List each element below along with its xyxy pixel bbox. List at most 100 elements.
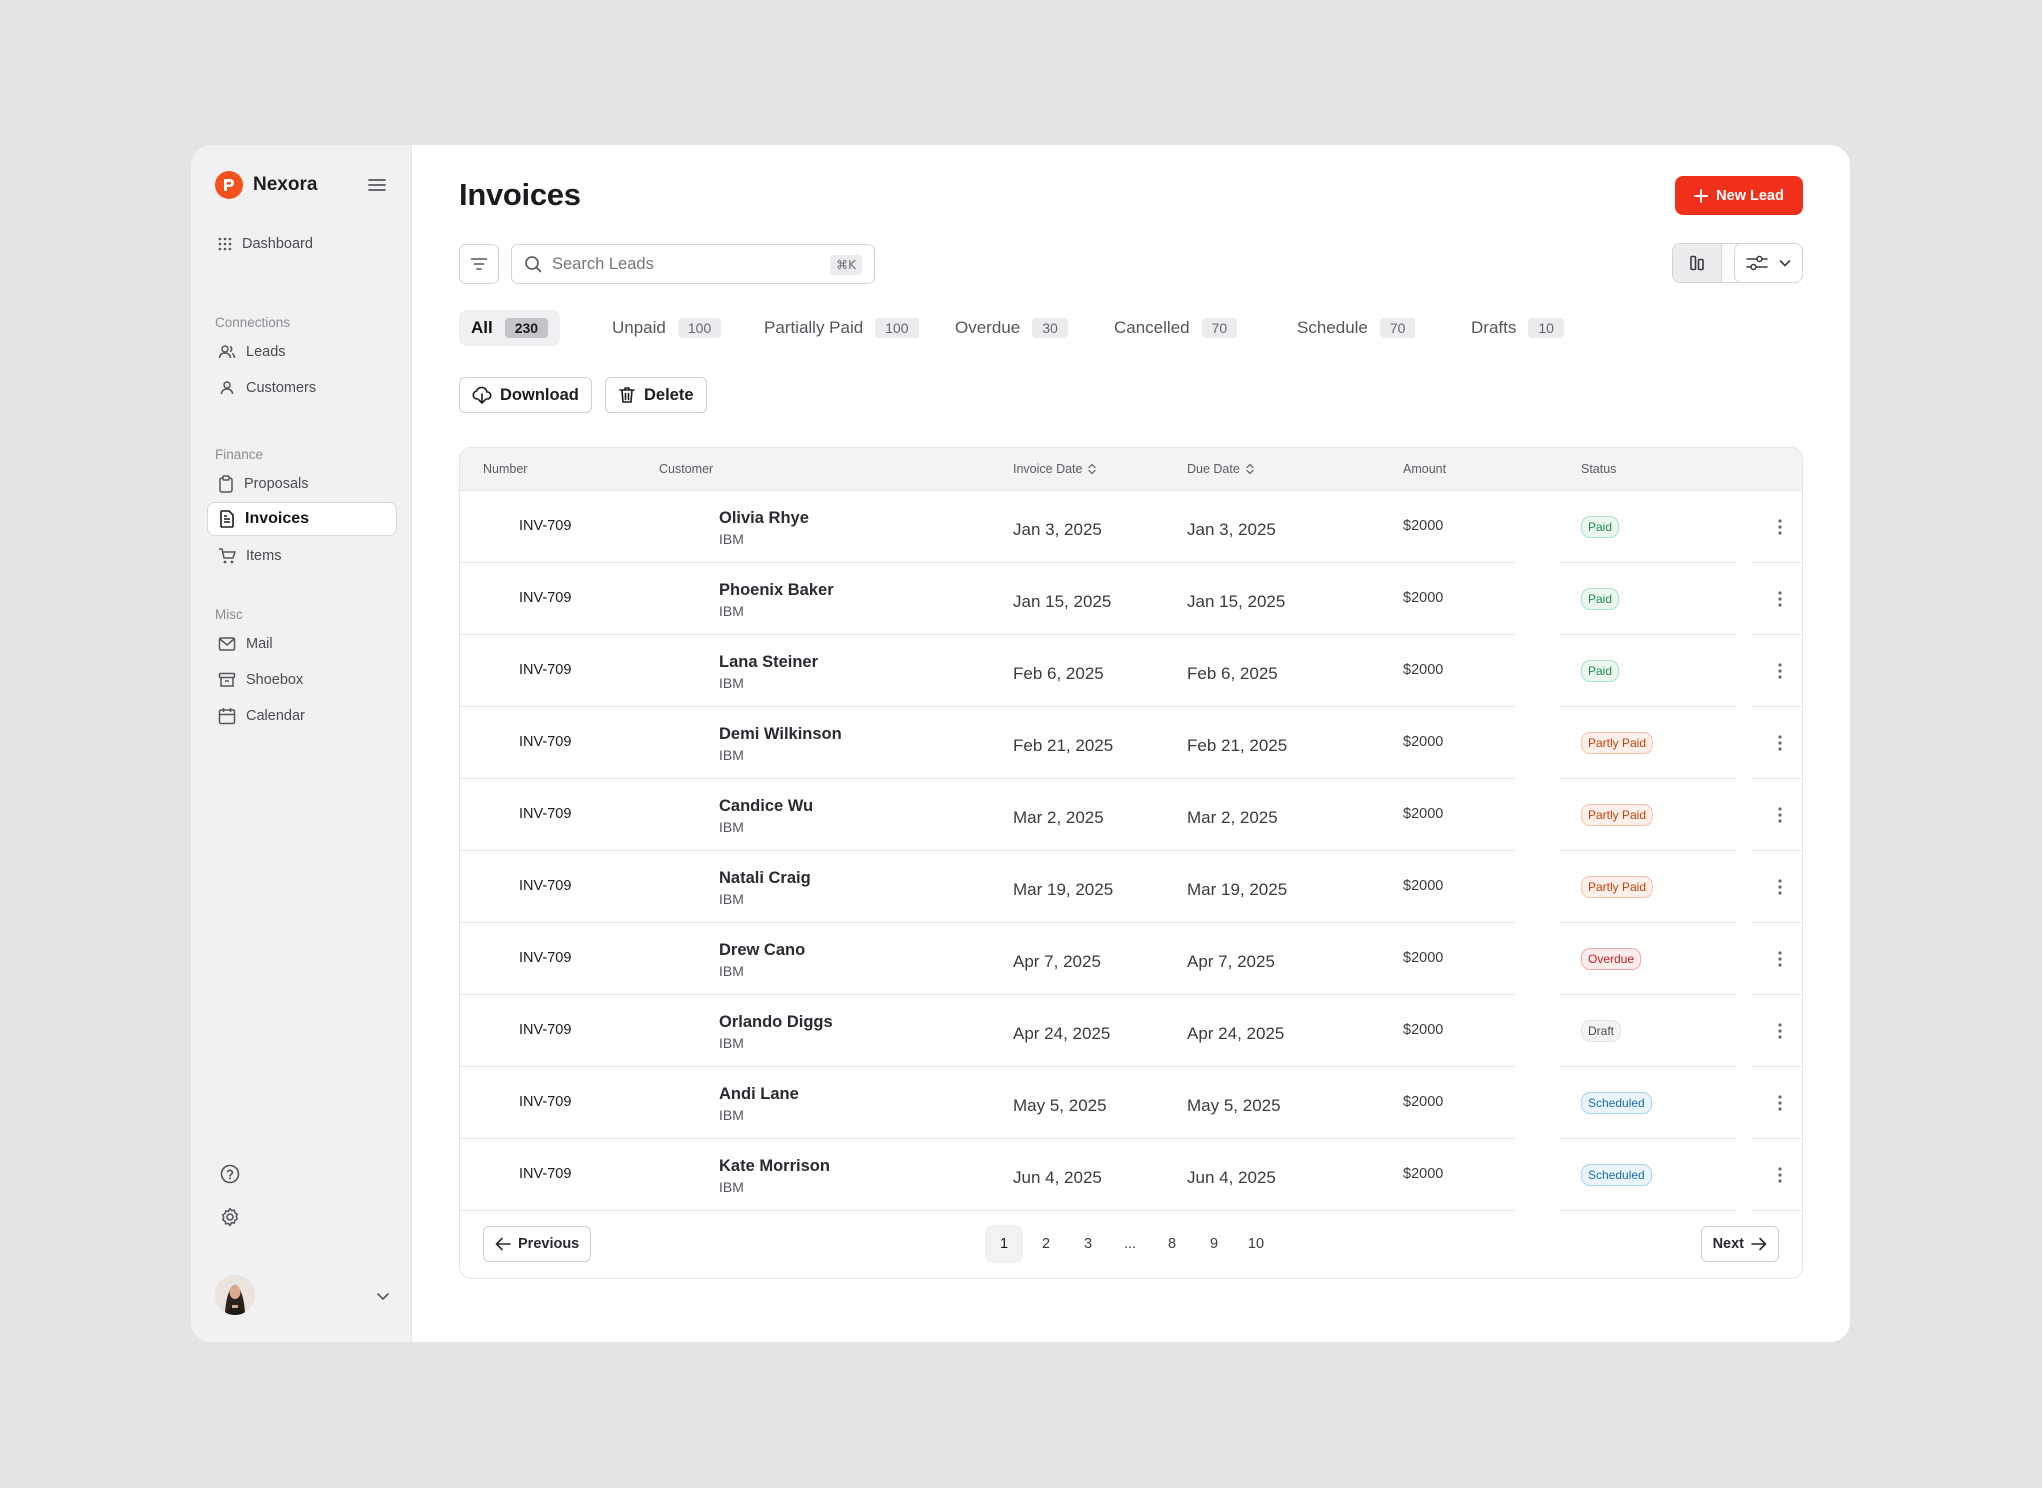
table-row[interactable]: INV-709 Olivia Rhye IBM Jan 3, 2025 Jan 3, 2… [460, 491, 1802, 563]
more-vertical-icon[interactable] [1773, 805, 1787, 825]
sidebar-item-shoebox[interactable]: Shoebox [207, 663, 397, 697]
status-badge: Scheduled [1581, 1164, 1652, 1186]
customer-name: Olivia Rhye [719, 509, 809, 527]
page-number[interactable]: 10 [1247, 1236, 1265, 1252]
table-row[interactable]: INV-709 Kate Morrison IBM Jun 4, 2025 Jun 4,… [460, 1139, 1802, 1211]
invoice-number[interactable]: INV-709 [519, 662, 572, 678]
table-row[interactable]: INV-709 Demi Wilkinson IBM Feb 21, 2025 Feb … [460, 707, 1802, 779]
row-divider [1559, 1066, 1736, 1067]
table-row[interactable]: INV-709 Phoenix Baker IBM Jan 15, 2025 Jan 1… [460, 563, 1802, 635]
tab-overdue[interactable]: Overdue 30 [943, 310, 1080, 346]
tab-partially-paid[interactable]: Partially Paid 100 [752, 310, 931, 346]
status-badge: Partly Paid [1581, 732, 1654, 754]
download-button[interactable]: Download [459, 377, 592, 413]
brand[interactable]: Nexora [215, 171, 317, 199]
display-settings-dropdown[interactable] [1734, 243, 1803, 283]
sort-icon [1088, 463, 1097, 475]
sidebar-item-dashboard[interactable]: Dashboard [207, 227, 397, 261]
delete-label: Delete [644, 385, 694, 404]
board-view-button[interactable] [1673, 244, 1722, 282]
invoice-number[interactable]: INV-709 [519, 950, 572, 966]
invoice-number[interactable]: INV-709 [519, 590, 572, 606]
filter-button[interactable] [459, 244, 499, 284]
table-row[interactable]: INV-709 Candice Wu IBM Mar 2, 2025 Mar 2, 20… [460, 779, 1802, 851]
amount: $2000 [1403, 878, 1444, 894]
table-row[interactable]: INV-709 Lana Steiner IBM Feb 6, 2025 Feb 6, … [460, 635, 1802, 707]
column-due-date[interactable]: Due Date [1187, 462, 1254, 476]
page-number[interactable]: 9 [1209, 1236, 1219, 1252]
arrow-left-icon [495, 1237, 511, 1251]
tab-cancelled[interactable]: Cancelled 70 [1102, 310, 1249, 346]
table-row[interactable]: INV-709 Natali Craig IBM Mar 19, 2025 Mar 19… [460, 851, 1802, 923]
tab-drafts[interactable]: Drafts 10 [1459, 310, 1576, 346]
more-vertical-icon[interactable] [1773, 517, 1787, 537]
next-label: Next [1712, 1236, 1744, 1252]
search-shortcut: ⌘K [830, 255, 862, 275]
sidebar-item-calendar[interactable]: Calendar [207, 699, 397, 733]
more-vertical-icon[interactable] [1773, 661, 1787, 681]
invoice-number[interactable]: INV-709 [519, 1094, 572, 1110]
invoice-date: Mar 19, 2025 [1013, 880, 1114, 899]
invoice-number[interactable]: INV-709 [519, 1166, 572, 1182]
page-number[interactable]: 2 [1041, 1236, 1051, 1252]
search-icon [525, 256, 542, 273]
sidebar-item-invoices[interactable]: Invoices [207, 502, 397, 536]
customer-name: Andi Lane [719, 1085, 799, 1103]
invoice-date: May 5, 2025 [1013, 1096, 1107, 1115]
search-box[interactable]: ⌘K [511, 244, 875, 284]
sidebar-item-leads[interactable]: Leads [207, 335, 397, 369]
column-status: Status [1581, 462, 1617, 476]
tab-all[interactable]: All 230 [459, 310, 561, 346]
sidebar-item-label: Mail [246, 636, 273, 652]
row-divider [1752, 1138, 1802, 1139]
sidebar-item-mail[interactable]: Mail [207, 627, 397, 661]
delete-button[interactable]: Delete [605, 377, 707, 413]
sidebar-item-proposals[interactable]: Proposals [207, 467, 397, 501]
due-date: May 5, 2025 [1187, 1096, 1281, 1115]
table-row[interactable]: INV-709 Andi Lane IBM May 5, 2025 May 5, 202… [460, 1067, 1802, 1139]
more-vertical-icon[interactable] [1773, 1165, 1787, 1185]
more-vertical-icon[interactable] [1773, 877, 1787, 897]
page-number[interactable]: 1 [985, 1225, 1023, 1263]
more-vertical-icon[interactable] [1773, 949, 1787, 969]
row-divider [1559, 562, 1736, 563]
invoice-number[interactable]: INV-709 [519, 734, 572, 750]
tab-label: Unpaid [612, 318, 666, 337]
page-number[interactable]: 8 [1167, 1236, 1177, 1252]
invoice-number[interactable]: INV-709 [519, 878, 572, 894]
column-customer: Customer [659, 462, 714, 476]
previous-page-button[interactable]: Previous [483, 1226, 592, 1262]
row-divider [460, 706, 1515, 707]
help-icon[interactable] [219, 1163, 241, 1185]
search-input[interactable] [552, 254, 812, 274]
invoice-number[interactable]: INV-709 [519, 1022, 572, 1038]
page-number[interactable]: 3 [1083, 1236, 1093, 1252]
table-row[interactable]: INV-709 Orlando Diggs IBM Apr 24, 2025 Apr 2… [460, 995, 1802, 1067]
more-vertical-icon[interactable] [1773, 1093, 1787, 1113]
more-vertical-icon[interactable] [1773, 733, 1787, 753]
avatar[interactable] [215, 1275, 255, 1315]
more-vertical-icon[interactable] [1773, 589, 1787, 609]
more-vertical-icon[interactable] [1773, 1021, 1787, 1041]
tab-count: 70 [1201, 318, 1238, 338]
column-invoice-date[interactable]: Invoice Date [1013, 462, 1097, 476]
settings-gear-icon[interactable] [219, 1206, 241, 1228]
sidebar-item-customers[interactable]: Customers [207, 371, 397, 405]
tab-count: 30 [1032, 318, 1068, 338]
next-page-button[interactable]: Next [1700, 1226, 1779, 1262]
amount: $2000 [1403, 590, 1444, 606]
tab-schedule[interactable]: Schedule 70 [1285, 310, 1427, 346]
brand-name: Nexora [253, 174, 318, 195]
archive-icon [218, 672, 236, 687]
row-divider [1752, 778, 1802, 779]
invoice-number[interactable]: INV-709 [519, 806, 572, 822]
row-divider [1752, 634, 1802, 635]
new-lead-button[interactable]: New Lead [1675, 176, 1803, 215]
sidebar-item-items[interactable]: Items [207, 539, 397, 573]
table-row[interactable]: INV-709 Drew Cano IBM Apr 7, 2025 Apr 7, 202… [460, 923, 1802, 995]
amount: $2000 [1403, 662, 1444, 678]
chevron-down-icon[interactable] [375, 1288, 391, 1304]
tab-unpaid[interactable]: Unpaid 100 [600, 310, 733, 346]
hamburger-menu-icon[interactable] [367, 177, 387, 193]
invoice-number[interactable]: INV-709 [519, 518, 572, 534]
